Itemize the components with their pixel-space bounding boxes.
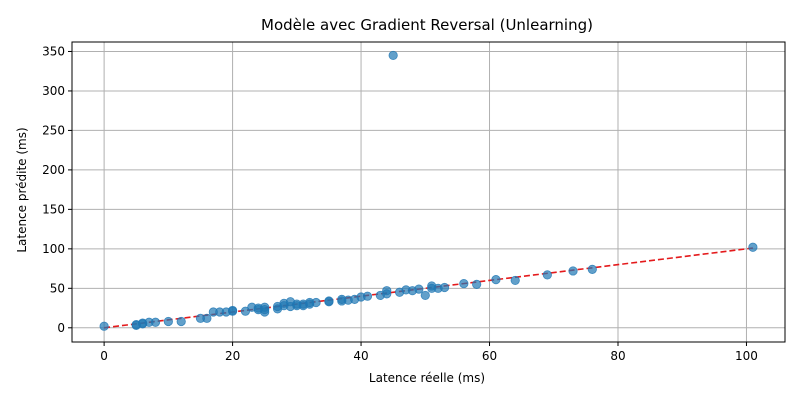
- data-point: [163, 316, 173, 327]
- x-tick-label: 20: [225, 349, 240, 363]
- data-point: [382, 289, 392, 299]
- data-point: [324, 296, 334, 306]
- data-point: [150, 317, 161, 327]
- data-point: [510, 275, 520, 286]
- y-tick-label: 200: [42, 163, 65, 177]
- grid-lines: [72, 42, 785, 342]
- data-point: [542, 270, 552, 280]
- chart-title: Modèle avec Gradient Reversal (Unlearnin…: [261, 16, 593, 34]
- data-point: [568, 266, 578, 276]
- x-tick-label: 40: [353, 349, 368, 363]
- y-axis-label: Latence prédite (ms): [15, 127, 29, 252]
- data-point: [587, 264, 597, 274]
- data-point: [176, 316, 186, 327]
- data-points: [99, 50, 758, 331]
- data-point: [414, 284, 424, 294]
- y-tick-label: 350: [42, 44, 65, 58]
- y-tick-label: 300: [42, 84, 65, 98]
- x-tick-label: 80: [610, 349, 625, 363]
- y-tick-label: 50: [50, 281, 65, 295]
- x-tick-label: 60: [482, 349, 497, 363]
- y-tick-label: 100: [42, 242, 65, 256]
- plot-frame: [71, 41, 786, 343]
- data-point: [362, 291, 373, 301]
- data-point: [311, 297, 321, 308]
- x-axis-label: Latence réelle (ms): [369, 371, 485, 385]
- data-point: [491, 275, 501, 285]
- y-axis-ticks: 0 50 100 150 200 250 300 350: [42, 44, 72, 335]
- data-point: [439, 282, 450, 293]
- x-axis-ticks: 0 20 40 60 80 100: [100, 342, 758, 363]
- data-point: [459, 278, 469, 289]
- y-tick-label: 250: [42, 123, 65, 137]
- data-point: [472, 279, 482, 289]
- y-tick-label: 150: [42, 202, 65, 216]
- data-point: [420, 290, 430, 301]
- data-point: [388, 50, 398, 61]
- data-point: [260, 305, 270, 315]
- data-point: [202, 313, 212, 323]
- x-tick-label: 100: [735, 349, 758, 363]
- data-point: [748, 242, 758, 252]
- data-point: [227, 305, 238, 316]
- x-tick-label: 0: [100, 349, 108, 363]
- data-point: [99, 321, 109, 331]
- y-tick-label: 0: [57, 321, 65, 335]
